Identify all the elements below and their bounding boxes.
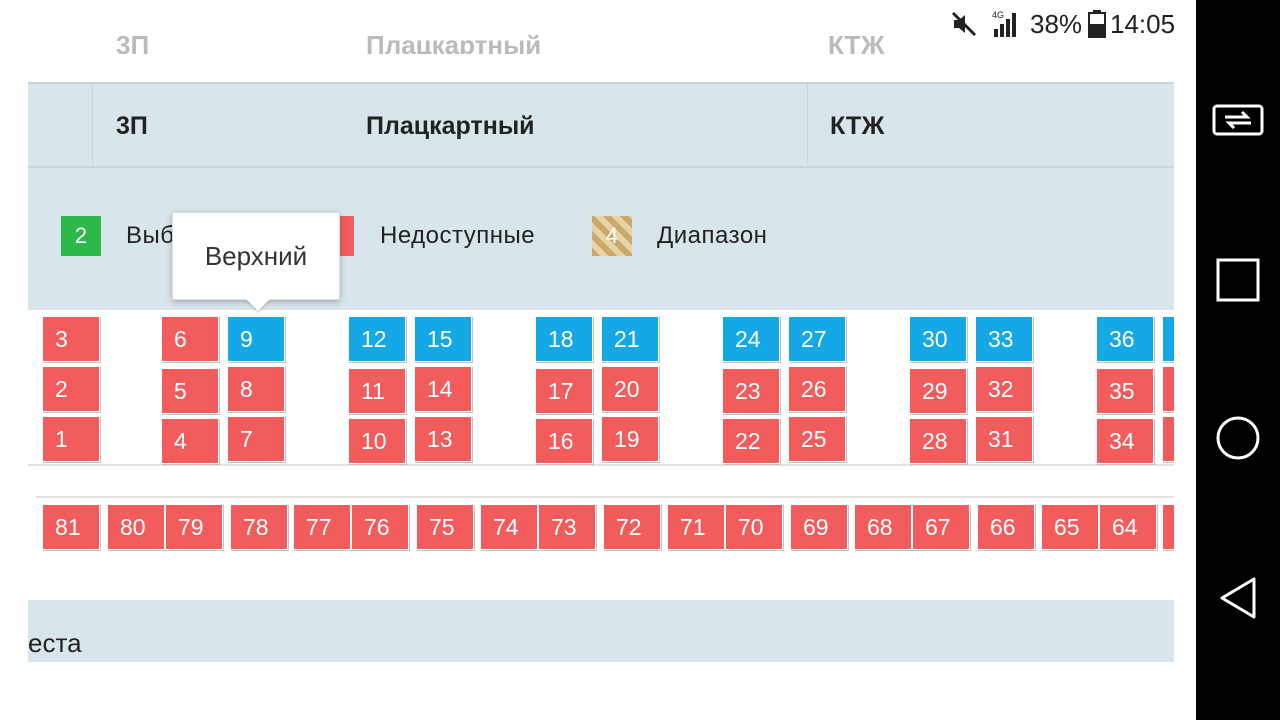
seat-21[interactable]: 21 [601, 316, 659, 362]
legend-unavailable-label: Недоступные [380, 222, 536, 249]
seat-23[interactable]: 23 [722, 368, 780, 414]
legend-range-swatch: 4 [592, 216, 632, 256]
home-circle-icon[interactable] [1208, 408, 1268, 468]
seat-30[interactable]: 30 [909, 316, 967, 362]
seat-4[interactable]: 4 [161, 418, 219, 464]
seat-6[interactable]: 6 [161, 316, 219, 362]
seat-tooltip: Верхний [172, 212, 340, 300]
seat-34[interactable]: 34 [1096, 418, 1154, 464]
seat-partial[interactable] [1162, 366, 1174, 412]
seat-31[interactable]: 31 [975, 416, 1033, 462]
carrier-name: КТЖ [830, 111, 885, 140]
screen-rotate-icon[interactable] [1208, 90, 1268, 150]
seat-18[interactable]: 18 [535, 316, 593, 362]
seat-64[interactable]: 64 [1099, 504, 1157, 550]
seat-25[interactable]: 25 [788, 416, 846, 462]
car-type-short: 3П [116, 111, 148, 140]
seat-33[interactable]: 33 [975, 316, 1033, 362]
legend-selected-swatch: 2 [61, 216, 101, 256]
seat-78[interactable]: 78 [230, 504, 288, 550]
seat-27[interactable]: 27 [788, 316, 846, 362]
footer-bar: еста [28, 600, 1174, 662]
seat-29[interactable]: 29 [909, 368, 967, 414]
footer-text: еста [28, 628, 82, 658]
seat-65[interactable]: 65 [1041, 504, 1099, 550]
seat-1[interactable]: 1 [42, 416, 100, 462]
signal-4g-icon: 4G [990, 8, 1026, 40]
seat-14[interactable]: 14 [414, 366, 472, 412]
seat-partial[interactable] [1162, 504, 1174, 550]
seat-36[interactable]: 36 [1096, 316, 1154, 362]
seat-77[interactable]: 77 [293, 504, 351, 550]
car-class-name: Плацкартный [366, 111, 535, 140]
legend-range-label: Диапазон [657, 222, 768, 249]
seat-79[interactable]: 79 [165, 504, 223, 550]
scrolled-car-header: 3П Плацкартный КТЖ [28, 28, 1174, 54]
seat-75[interactable]: 75 [416, 504, 474, 550]
seat-28[interactable]: 28 [909, 418, 967, 464]
seat-72[interactable]: 72 [603, 504, 661, 550]
ghost-type-short: 3П [116, 30, 150, 54]
seat-partial[interactable] [1162, 316, 1174, 362]
seat-81[interactable]: 81 [42, 504, 100, 550]
navigation-bar [1196, 0, 1280, 720]
seat-71[interactable]: 71 [667, 504, 725, 550]
seat-map: 3 2 1 6 5 4 9 8 7 12 11 10 15 14 13 18 17 16 21 20 19 24 23 22 2… [28, 310, 1174, 600]
seat-73[interactable]: 73 [538, 504, 596, 550]
seat-13[interactable]: 13 [414, 416, 472, 462]
seat-10[interactable]: 10 [348, 418, 406, 464]
seat-69[interactable]: 69 [790, 504, 848, 550]
ghost-carrier: КТЖ [828, 30, 885, 54]
battery-icon [1088, 8, 1108, 40]
back-triangle-icon[interactable] [1208, 568, 1268, 628]
seat-74[interactable]: 74 [480, 504, 538, 550]
clock: 14:05 [1110, 8, 1176, 39]
seat-3[interactable]: 3 [42, 316, 100, 362]
seat-76[interactable]: 76 [351, 504, 409, 550]
seat-67[interactable]: 67 [912, 504, 970, 550]
network-type-label: 4G [992, 10, 1004, 20]
seat-partial[interactable] [1162, 416, 1174, 462]
car-header: 3П Плацкартный КТЖ [28, 82, 1174, 168]
muted-speaker-icon [950, 8, 980, 40]
seat-26[interactable]: 26 [788, 366, 846, 412]
seat-12[interactable]: 12 [348, 316, 406, 362]
seat-11[interactable]: 11 [348, 368, 406, 414]
seat-35[interactable]: 35 [1096, 368, 1154, 414]
seat-8[interactable]: 8 [227, 366, 285, 412]
tooltip-arrow [246, 299, 270, 311]
seat-5[interactable]: 5 [161, 368, 219, 414]
battery-percent: 38% [1030, 8, 1083, 39]
seat-66[interactable]: 66 [977, 504, 1035, 550]
seat-2[interactable]: 2 [42, 366, 100, 412]
seat-24[interactable]: 24 [722, 316, 780, 362]
seat-32[interactable]: 32 [975, 366, 1033, 412]
seat-70[interactable]: 70 [725, 504, 783, 550]
seat-17[interactable]: 17 [535, 368, 593, 414]
seat-9[interactable]: 9 [227, 316, 285, 362]
seat-80[interactable]: 80 [107, 504, 165, 550]
status-bar: 4G 38% 14:05 [0, 0, 1196, 48]
ghost-class-name: Плацкартный [366, 30, 542, 54]
recents-square-icon[interactable] [1208, 250, 1268, 310]
seat-22[interactable]: 22 [722, 418, 780, 464]
seat-7[interactable]: 7 [227, 416, 285, 462]
seat-16[interactable]: 16 [535, 418, 593, 464]
seat-20[interactable]: 20 [601, 366, 659, 412]
seat-15[interactable]: 15 [414, 316, 472, 362]
seat-19[interactable]: 19 [601, 416, 659, 462]
seat-68[interactable]: 68 [854, 504, 912, 550]
